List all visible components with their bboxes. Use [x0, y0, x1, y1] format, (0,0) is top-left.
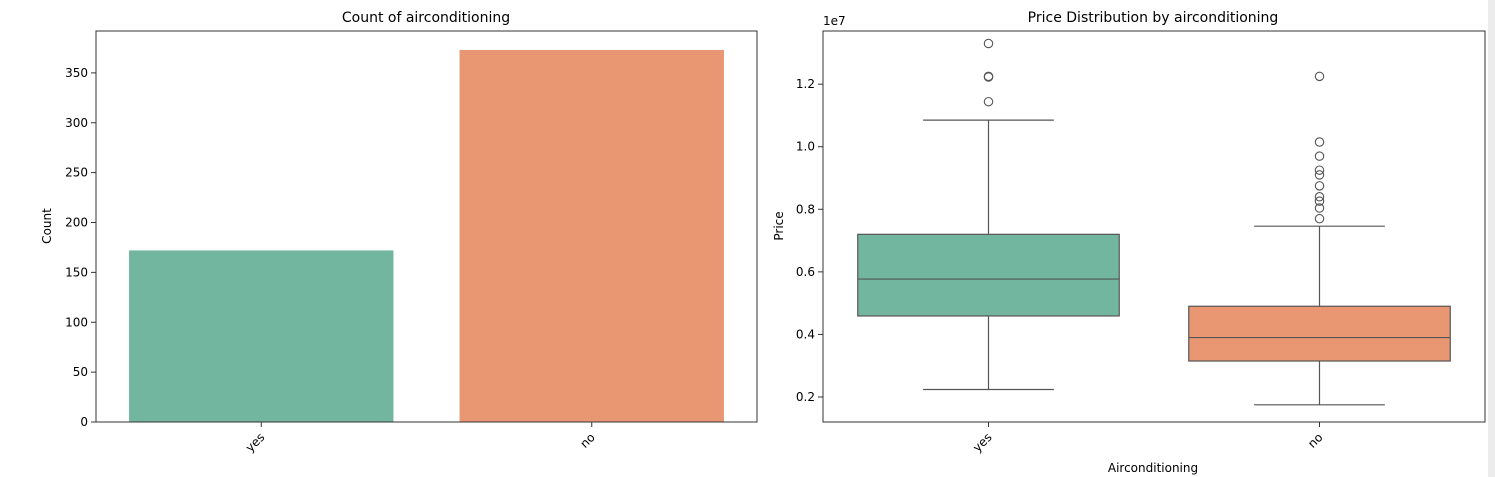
- outlier-point: [1314, 170, 1325, 180]
- y-tick-label: 1.2: [796, 77, 815, 91]
- y-tick-label: 1.0: [796, 140, 815, 154]
- bar-x-ticks: yes no: [243, 422, 598, 455]
- bar-chart-title: Count of airconditioning: [342, 10, 510, 26]
- box-no: [1188, 71, 1451, 406]
- outlier-point: [1314, 213, 1325, 224]
- y-tick-label: 200: [65, 216, 88, 230]
- outlier-point: [1314, 151, 1325, 161]
- box-yes: [857, 38, 1120, 391]
- outlier-point: [983, 38, 994, 49]
- y-tick-label: 150: [65, 265, 88, 279]
- box-x-ticks: yes no: [970, 422, 1326, 455]
- x-tick-label: no: [1305, 430, 1325, 450]
- y-tick-label: 0.2: [796, 390, 815, 404]
- bar-chart: Count of airconditioning 0 50 100 150 200 250…: [40, 10, 758, 455]
- y-tick-label: 0.8: [796, 202, 815, 216]
- outlier-point: [1314, 203, 1325, 213]
- box-iqr: [1188, 305, 1451, 362]
- y-tick-label: 100: [65, 315, 88, 329]
- box-chart-frame: [822, 30, 1486, 423]
- x-tick-label: no: [577, 430, 597, 450]
- y-tick-label: 50: [73, 365, 88, 379]
- bar-chart-frame: [95, 30, 758, 423]
- y-tick-label: 250: [65, 166, 88, 180]
- outlier-point: [983, 72, 994, 82]
- outlier-point: [1314, 71, 1325, 82]
- scrollbar[interactable]: [1488, 0, 1495, 477]
- outlier-point: [1314, 192, 1325, 202]
- y-tick-label: 0.6: [796, 265, 815, 279]
- outlier-point: [1314, 165, 1325, 175]
- bar-yes: [129, 250, 394, 422]
- x-tick-label: yes: [243, 430, 268, 455]
- bar-y-ticks: 0 50 100 150 200 250 300 350: [65, 66, 96, 429]
- box-x-axis-label: Airconditioning: [1108, 461, 1198, 475]
- y-tick-label: 0: [80, 415, 88, 429]
- bar-marks: [129, 49, 724, 422]
- box-marks: [857, 38, 1451, 406]
- x-tick-label: yes: [970, 430, 995, 455]
- bar-y-axis-label: Count: [40, 208, 54, 244]
- bar-no: [459, 49, 724, 422]
- box-iqr: [857, 233, 1120, 317]
- outlier-point: [1314, 181, 1325, 191]
- box-chart: Price Distribution by airconditioning 1e…: [772, 10, 1486, 475]
- box-chart-title: Price Distribution by airconditioning: [1028, 10, 1279, 26]
- y-tick-label: 0.4: [796, 327, 815, 341]
- outlier-point: [1314, 196, 1325, 206]
- y-tick-label: 350: [65, 66, 88, 80]
- box-y-ticks: 0.2 0.4 0.6 0.8 1.0 1.2: [796, 77, 823, 404]
- box-y-axis-label: Price: [772, 211, 786, 240]
- y-tick-label: 300: [65, 116, 88, 130]
- box-offset-label: 1e7: [823, 14, 846, 28]
- outlier-point: [983, 96, 994, 107]
- outlier-point: [1314, 137, 1325, 147]
